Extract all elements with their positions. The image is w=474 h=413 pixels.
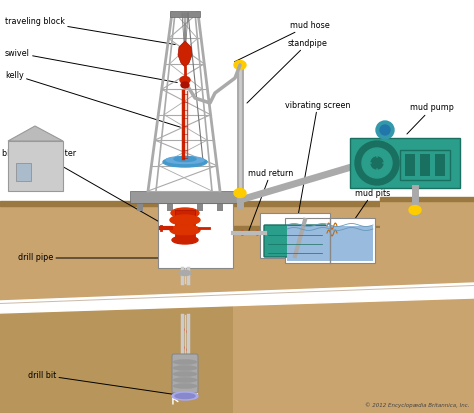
Text: mud return: mud return — [248, 169, 293, 230]
Ellipse shape — [179, 271, 191, 275]
Ellipse shape — [172, 392, 198, 400]
Text: traveling block: traveling block — [5, 17, 175, 45]
Circle shape — [371, 157, 383, 169]
Ellipse shape — [173, 372, 197, 377]
Ellipse shape — [173, 377, 197, 382]
Bar — [233, 226, 474, 231]
Ellipse shape — [170, 215, 200, 225]
Bar — [260, 213, 330, 258]
Polygon shape — [178, 41, 192, 67]
Bar — [170, 11, 200, 17]
Ellipse shape — [180, 76, 190, 83]
Ellipse shape — [171, 208, 199, 218]
FancyBboxPatch shape — [264, 225, 326, 257]
Circle shape — [376, 121, 394, 139]
Bar — [0, 201, 474, 206]
Bar — [197, 201, 203, 211]
Text: drill bit: drill bit — [28, 370, 182, 396]
Bar — [0, 305, 474, 413]
Bar — [350, 138, 460, 188]
Text: blowout preventer: blowout preventer — [2, 149, 168, 227]
Ellipse shape — [170, 225, 200, 235]
Polygon shape — [0, 285, 474, 304]
Ellipse shape — [181, 82, 189, 88]
Bar — [137, 201, 143, 211]
Bar — [167, 201, 173, 211]
Text: kelly: kelly — [5, 71, 180, 127]
Ellipse shape — [175, 394, 195, 399]
Bar — [380, 198, 474, 413]
Ellipse shape — [172, 236, 198, 244]
Bar — [435, 154, 445, 176]
Text: standpipe: standpipe — [247, 38, 328, 103]
Bar — [0, 0, 474, 203]
Ellipse shape — [173, 366, 197, 370]
Ellipse shape — [166, 157, 204, 164]
Bar — [233, 228, 474, 413]
Text: mud pits: mud pits — [337, 188, 390, 246]
Bar — [130, 191, 240, 203]
Ellipse shape — [173, 384, 197, 389]
Bar — [158, 203, 233, 268]
Bar — [175, 210, 195, 238]
Text: © 2012 Encyclopædia Britannica, Inc.: © 2012 Encyclopædia Britannica, Inc. — [365, 402, 470, 408]
Ellipse shape — [364, 150, 376, 159]
Bar — [380, 197, 474, 201]
Text: mud pump: mud pump — [407, 104, 454, 134]
Bar — [0, 203, 474, 413]
Bar — [400, 150, 450, 180]
Bar — [16, 163, 31, 181]
Ellipse shape — [234, 188, 246, 197]
Ellipse shape — [409, 206, 421, 214]
Text: vibrating screen: vibrating screen — [285, 100, 350, 230]
Bar — [420, 154, 430, 176]
FancyBboxPatch shape — [172, 354, 198, 393]
Circle shape — [380, 125, 390, 135]
Circle shape — [362, 148, 392, 178]
Text: drill pipe: drill pipe — [18, 254, 179, 263]
Bar — [8, 141, 63, 191]
Text: swivel: swivel — [5, 48, 177, 83]
Ellipse shape — [174, 157, 196, 161]
Bar — [285, 228, 405, 413]
Ellipse shape — [173, 359, 197, 365]
Polygon shape — [8, 126, 63, 141]
Bar — [285, 218, 375, 263]
Bar — [287, 226, 373, 261]
Ellipse shape — [163, 157, 207, 167]
Bar — [405, 154, 415, 176]
Text: mud hose: mud hose — [235, 21, 330, 62]
Polygon shape — [0, 283, 474, 313]
Ellipse shape — [234, 60, 246, 69]
Circle shape — [355, 141, 399, 185]
Bar — [217, 201, 223, 211]
